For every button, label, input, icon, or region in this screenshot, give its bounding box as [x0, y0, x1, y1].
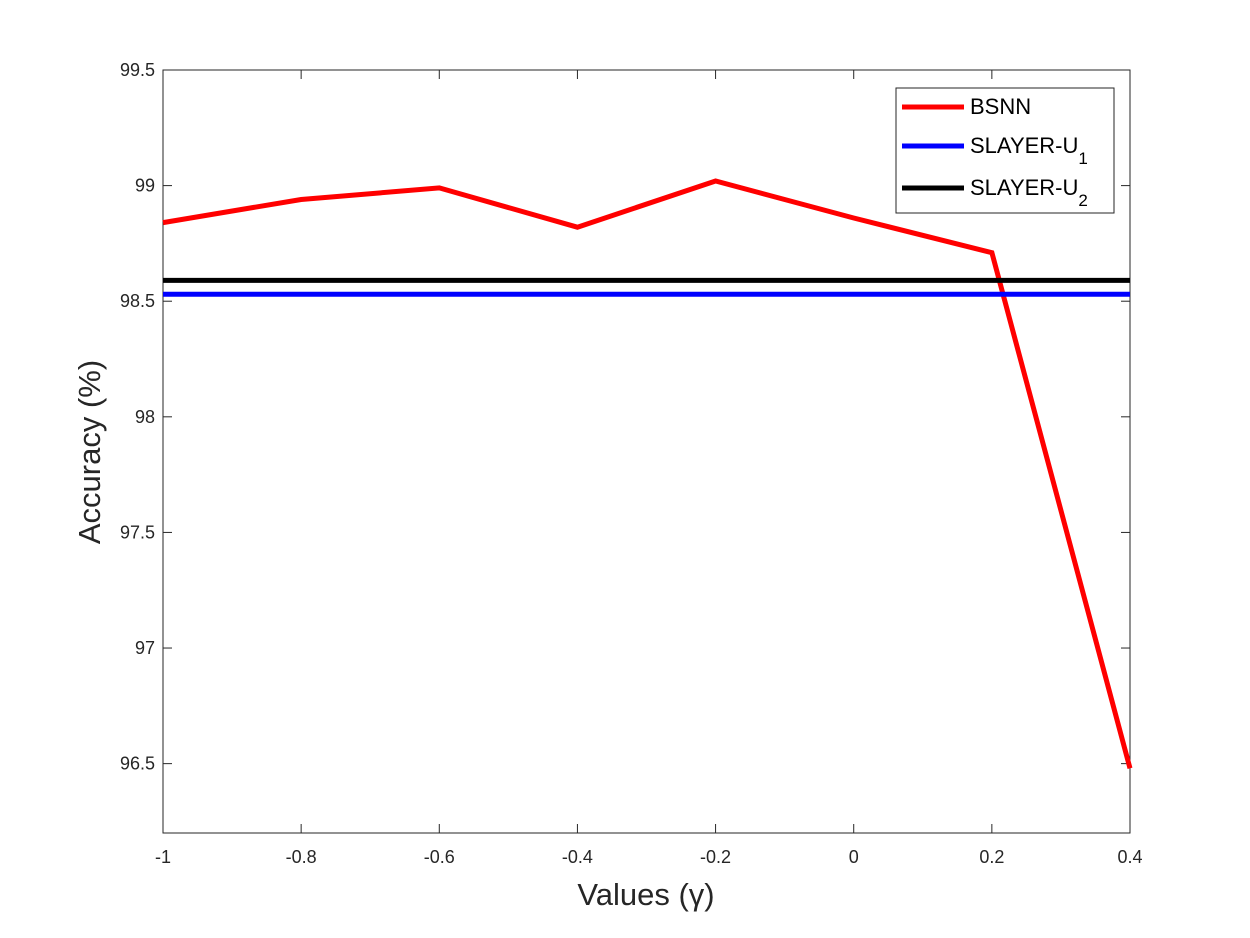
- legend: BSNN SLAYER-U1 SLAYER-U2: [895, 87, 1115, 214]
- x-tick-label: -1: [155, 847, 171, 867]
- x-tick-label: -0.6: [424, 847, 455, 867]
- y-tick-label: 98: [135, 407, 155, 427]
- y-tick-label: 96.5: [120, 754, 155, 774]
- axes: -1 -0.8 -0.6 -0.4 -0.2 0 0.2 0.4 96.5 97 97.5 98 98.…: [120, 60, 1143, 867]
- legend-label-2: SLAYER-U1: [970, 133, 1088, 168]
- series-line-1: [162, 178, 1133, 769]
- x-tick-label: 0: [849, 847, 859, 867]
- y-tick-label: 99.5: [120, 60, 155, 80]
- x-tick-label: -0.8: [286, 847, 317, 867]
- y-tick-label: 99: [135, 176, 155, 196]
- legend-label-3: SLAYER-U2: [970, 175, 1088, 210]
- series-group: [162, 178, 1133, 769]
- x-tick-label: 0.2: [979, 847, 1004, 867]
- x-tick-label: -0.2: [700, 847, 731, 867]
- x-tick-label: 0.4: [1117, 847, 1142, 867]
- x-tick-label: -0.4: [562, 847, 593, 867]
- y-tick-label: 97: [135, 638, 155, 658]
- legend-label-1: BSNN: [970, 94, 1031, 119]
- y-tick-label: 97.5: [120, 522, 155, 542]
- x-axis-label: Values (γ): [577, 877, 714, 912]
- y-tick-label: 98.5: [120, 291, 155, 311]
- y-axis-label: Accuracy (%): [72, 360, 107, 544]
